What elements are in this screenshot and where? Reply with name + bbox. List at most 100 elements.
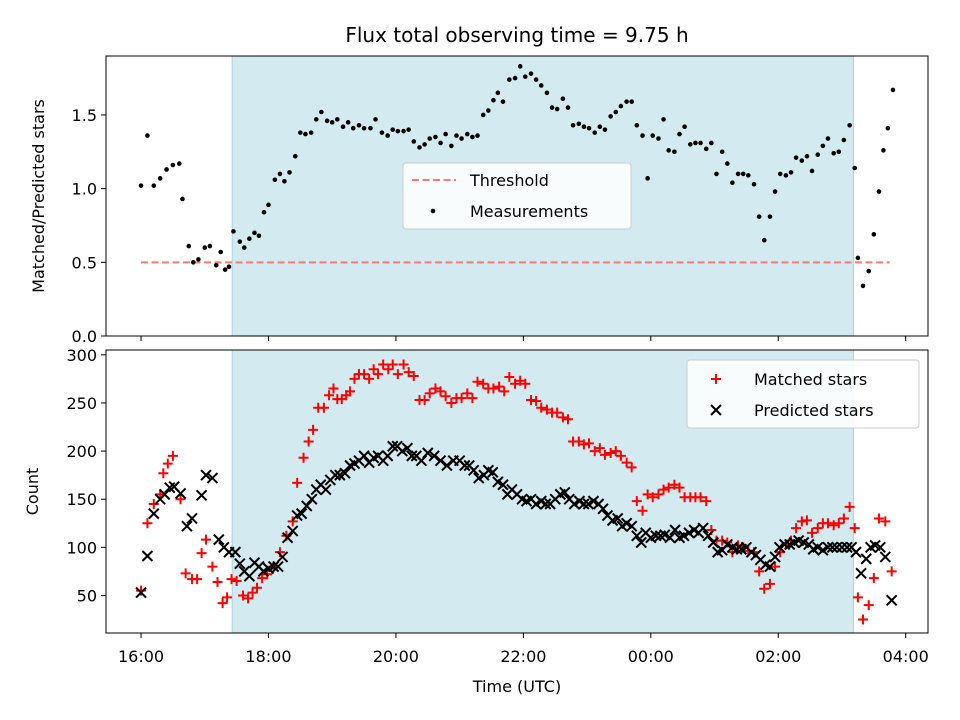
matched-star-point [308, 424, 319, 435]
measurement-point [470, 134, 475, 140]
predicted-star-point [764, 560, 776, 573]
predicted-star-point [186, 512, 198, 525]
matched-star-point [536, 402, 547, 413]
predicted-star-point [428, 450, 440, 462]
measurement-point [538, 83, 544, 88]
predicted-star-point [841, 541, 853, 554]
measurement-point [719, 149, 725, 155]
predicted-star-point [778, 538, 791, 551]
predicted-star-point [879, 551, 892, 563]
predicted-star-point [234, 557, 246, 570]
measurement-point [237, 239, 243, 244]
matched-star-point [345, 386, 356, 397]
legend-measurements-label: Measurements [470, 202, 588, 221]
measurement-point [164, 167, 169, 172]
measurement-point [677, 131, 682, 137]
measurement-point [698, 140, 703, 146]
matched-star-point [392, 369, 403, 380]
measurement-point [411, 139, 417, 144]
measurement-point [777, 171, 783, 177]
bottom-y-tick-label: 250 [66, 394, 97, 413]
measurement-point [226, 264, 232, 270]
measurement-point [145, 133, 150, 138]
measurement-point [213, 262, 219, 268]
top-y-tick-label: 1.5 [72, 106, 97, 125]
predicted-star-point [459, 459, 471, 472]
measurement-point [500, 99, 506, 104]
measurement-point [560, 96, 566, 102]
matched-star-point [791, 523, 802, 534]
matched-star-point [162, 458, 173, 469]
matched-star-point [520, 378, 531, 389]
predicted-star-point [731, 543, 743, 555]
measurement-point [852, 165, 858, 171]
matched-star-point [328, 383, 339, 394]
matched-star-point [167, 450, 178, 461]
matched-star-point [828, 520, 839, 531]
predicted-star-point [320, 483, 332, 496]
top-y-axis-label: Matched/Predicted stars [29, 99, 48, 293]
matched-star-point [631, 496, 642, 507]
matched-star-point [257, 573, 268, 584]
measurement-point [335, 117, 340, 122]
matched-star-point [801, 515, 812, 526]
measurement-point [454, 133, 459, 138]
measurement-point [196, 257, 201, 262]
measurement-point [656, 136, 661, 141]
matched-star-point [873, 513, 884, 524]
matched-star-point [446, 397, 457, 408]
predicted-star-point [141, 550, 154, 562]
measurement-point [385, 133, 390, 138]
matched-star-point [701, 496, 712, 507]
predicted-star-point [826, 541, 839, 554]
measurement-point [876, 189, 882, 194]
measurement-point [345, 120, 351, 125]
predicted-star-point [195, 489, 208, 502]
matched-star-point [531, 396, 542, 407]
measurement-point [709, 140, 714, 146]
matched-star-point [615, 450, 626, 461]
measurement-point [682, 124, 687, 130]
matched-star-point [148, 499, 159, 510]
matched-star-point [318, 402, 329, 413]
top-y-tick-label: 0.5 [72, 253, 97, 272]
measurement-point [767, 214, 773, 219]
matched-star-point [467, 393, 478, 404]
matched-star-point [838, 513, 849, 524]
predicted-star-point [860, 553, 872, 565]
matched-star-point [653, 489, 664, 500]
measurement-point [866, 268, 872, 274]
measurement-point [329, 120, 335, 125]
predicted-star-point [669, 524, 681, 536]
matched-star-point [552, 407, 563, 418]
matched-star-point [247, 587, 258, 598]
matched-star-point [324, 390, 335, 401]
matched-star-point [430, 383, 441, 394]
measurement-point [772, 189, 778, 194]
bottom-y-tick-label: 50 [77, 586, 97, 605]
matched-star-point [499, 386, 510, 397]
measurement-point [247, 236, 252, 242]
measurement-point [645, 176, 650, 181]
measurement-point [379, 130, 385, 135]
chart-title: Flux total observing time = 9.75 h [345, 23, 688, 47]
predicted-star-point [158, 488, 171, 501]
measurement-point [831, 150, 836, 156]
predicted-star-point [836, 541, 848, 554]
predicted-star-point [406, 450, 418, 462]
measurement-point [486, 108, 491, 113]
matched-star-point [192, 574, 203, 585]
measurement-point [581, 124, 587, 130]
measurement-point [282, 178, 287, 184]
measurement-point [401, 128, 406, 134]
predicted-star-point [358, 450, 370, 462]
matched-star-point [207, 561, 218, 572]
predicted-star-point [769, 551, 781, 563]
matched-star-point [674, 482, 685, 493]
measurement-point [190, 260, 196, 265]
bottom-legend-box [686, 359, 920, 429]
matched-star-point [605, 447, 616, 458]
matched-star-point [488, 383, 499, 394]
measurement-point [395, 128, 401, 134]
matched-star-point [868, 573, 879, 584]
